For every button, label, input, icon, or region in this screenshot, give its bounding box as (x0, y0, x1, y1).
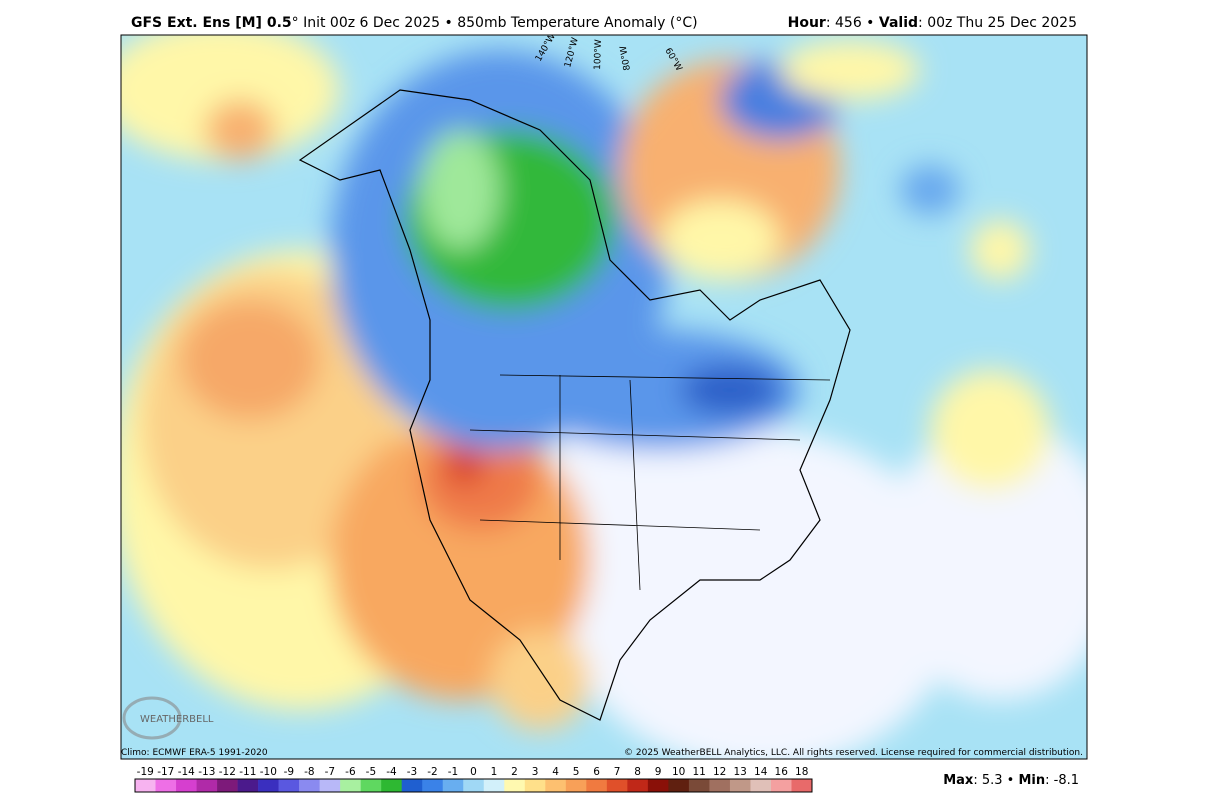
map-frame (120, 34, 1088, 760)
colorbar-label: 0 (470, 766, 477, 778)
colorbar-label: 6 (593, 766, 600, 778)
colorbar-label: 5 (573, 766, 580, 778)
color-swatch (729, 779, 751, 792)
colorbar-label: -9 (284, 766, 294, 778)
color-swatch (770, 779, 792, 792)
colorbar-label: 10 (672, 766, 685, 778)
max-key: Max (943, 773, 974, 788)
min-key: Min (1018, 773, 1045, 788)
hour-value: : 456 • (826, 15, 879, 31)
colorbar-label: -3 (407, 766, 417, 778)
valid-value: : 00z Thu 25 Dec 2025 (918, 15, 1077, 31)
color-swatch (545, 779, 567, 792)
color-swatch (524, 779, 546, 792)
color-swatch (586, 779, 608, 792)
color-swatch (237, 779, 259, 792)
color-swatch (258, 779, 279, 792)
color-swatch (463, 779, 485, 792)
colorbar-label: 4 (552, 766, 559, 778)
min-value: : -8.1 (1045, 773, 1079, 788)
color-swatch (688, 779, 710, 792)
colorbar-label: 11 (692, 766, 705, 778)
color-swatch (750, 779, 772, 792)
colorbar-label: -1 (448, 766, 458, 778)
color-swatch (606, 779, 628, 792)
meridian-label: 80°W (619, 45, 633, 71)
colorbar-label: -13 (198, 766, 215, 778)
color-swatch (196, 779, 218, 792)
title: GFS Ext. Ens [M] 0.5° Init 00z 6 Dec 202… (131, 15, 698, 31)
color-swatch (360, 779, 382, 792)
colorbar-label: -19 (137, 766, 154, 778)
colorbar-label: 3 (532, 766, 539, 778)
colorbar-label: -17 (157, 766, 174, 778)
colorbar-label: -5 (366, 766, 376, 778)
colorbar-label: -6 (345, 766, 356, 778)
map: 140°W 120°W 100°W 80°W 60°W WEATHERBELL (121, 35, 1087, 759)
colorbar-label: -10 (260, 766, 277, 778)
meridian-label: 100°W (593, 39, 604, 70)
color-swatch (278, 779, 300, 792)
climo-note: Climo: ECMWF ERA-5 1991-2020 (121, 748, 268, 758)
colorbar-label: -4 (386, 766, 397, 778)
color-swatch (299, 779, 320, 792)
colorbar-label: 12 (713, 766, 726, 778)
color-swatch (504, 779, 526, 792)
color-swatch (442, 779, 464, 792)
color-swatch (135, 779, 156, 792)
colorbar-label: 8 (634, 766, 641, 778)
colorbar-label: -8 (304, 766, 314, 778)
colorbar-label: 9 (655, 766, 662, 778)
colorbar: -19 -17 -14 -13 -12 -11 -10 -9 -8 -7 -6 -5 -4 -3 -2 -1 0… (134, 766, 813, 793)
colorbar-frame (134, 778, 813, 793)
color-swatch (422, 779, 444, 792)
colorbar-label: 18 (795, 766, 808, 778)
colorbar-label: 1 (491, 766, 498, 778)
hour-key: Hour (788, 15, 826, 31)
color-swatch (319, 779, 341, 792)
color-swatch (483, 779, 505, 792)
color-swatch (381, 779, 402, 792)
logo: WEATHERBELL (140, 714, 214, 725)
copyright: © 2025 WeatherBELL Analytics, LLC. All r… (624, 748, 1083, 758)
color-swatch (647, 779, 669, 792)
max-min: Max: 5.3 • Min: -8.1 (943, 773, 1079, 788)
valid-info: Hour: 456 • Valid: 00z Thu 25 Dec 2025 (788, 15, 1077, 31)
model: GFS Ext. Ens [M] 0.5 (131, 15, 292, 31)
color-swatch (340, 779, 361, 792)
title-details: ° Init 00z 6 Dec 2025 • 850mb Temperatur… (292, 15, 698, 31)
color-swatch (565, 779, 587, 792)
colorbar-label: 14 (754, 766, 768, 778)
colorbar-label: 13 (734, 766, 747, 778)
color-swatch (217, 779, 238, 792)
max-value: : 5.3 • (973, 773, 1018, 788)
color-swatch (401, 779, 423, 792)
valid-key: Valid (879, 15, 918, 31)
colorbar-label: 7 (614, 766, 621, 778)
colorbar-label: -2 (427, 766, 437, 778)
colorbar-label: 16 (775, 766, 789, 778)
colorbar-label: 2 (511, 766, 518, 778)
color-swatch (709, 779, 731, 792)
colorbar-label: -12 (219, 766, 236, 778)
color-swatch (668, 779, 690, 792)
color-swatch (176, 779, 197, 792)
color-swatch (155, 779, 177, 792)
color-swatch (627, 779, 649, 792)
colorbar-label: -11 (239, 766, 256, 778)
color-swatch (791, 779, 813, 792)
colorbar-label: -7 (325, 766, 335, 778)
colorbar-label: -14 (178, 766, 195, 778)
